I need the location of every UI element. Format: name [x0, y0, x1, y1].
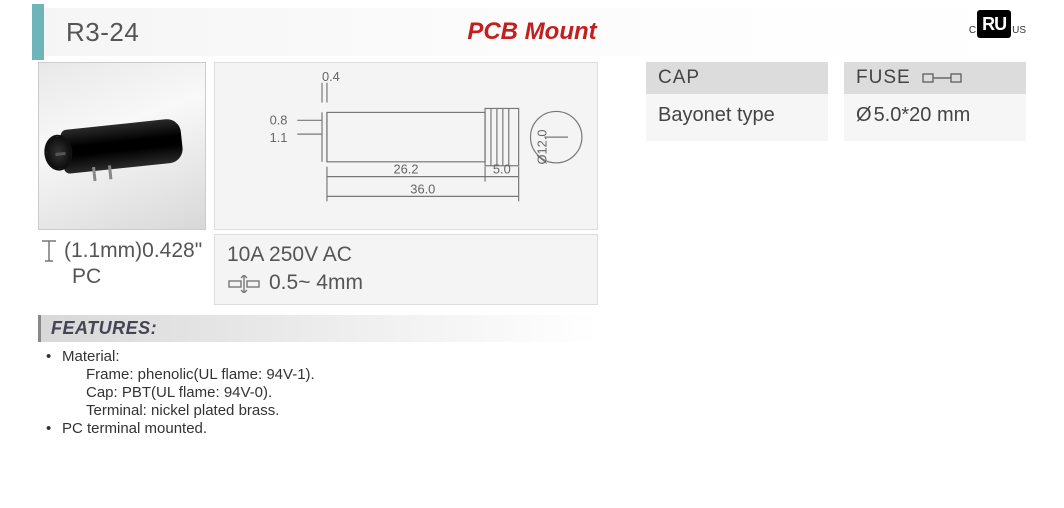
certification-logo: C RU US — [969, 10, 1026, 38]
dim-pin-spacing: 0.8 — [270, 112, 288, 127]
fuse-holder-icon — [60, 118, 184, 174]
dim-body-len: 26.2 — [394, 162, 419, 177]
thickness-text: 0.5~ 4mm — [269, 269, 363, 297]
pin-spec: (1.1mm)0.428" PC — [38, 234, 206, 305]
cert-us-label: US — [1012, 25, 1026, 36]
right-column: CAP Bayonet type FUSE Ø 5.0*20 mm — [606, 62, 1026, 438]
dim-top-offset: 0.4 — [322, 69, 340, 84]
feature-item: Material: — [54, 348, 592, 366]
feature-item: PC terminal mounted. — [54, 420, 592, 438]
feature-item: Terminal: nickel plated brass. — [54, 402, 592, 420]
left-column: 0.4 0.8 1.1 26.2 5.0 36.0 Ø12.0 — [38, 62, 598, 438]
cap-card: CAP Bayonet type — [646, 62, 828, 438]
page-title: PCB Mount — [467, 18, 596, 46]
features-list: Material: Frame: phenolic(UL flame: 94V-… — [38, 342, 598, 438]
dimension-drawing: 0.4 0.8 1.1 26.2 5.0 36.0 Ø12.0 — [214, 62, 598, 230]
dim-total-len: 36.0 — [410, 181, 435, 196]
product-photo — [38, 62, 206, 230]
pin-icon — [40, 238, 58, 264]
rating-text: 10A 250V AC — [227, 241, 585, 269]
dim-pin-below: 1.1 — [270, 130, 288, 145]
cap-value: Bayonet type — [646, 94, 828, 141]
spec-row: (1.1mm)0.428" PC 10A 250V AC 0.5~ 4mm — [38, 234, 598, 305]
rating-spec: 10A 250V AC 0.5~ 4mm — [214, 234, 598, 305]
feature-item: Cap: PBT(UL flame: 94V-0). — [54, 384, 592, 402]
fuse-value-text: 5.0*20 mm — [874, 104, 971, 127]
ru-mark-icon: RU — [977, 10, 1011, 38]
cert-c-label: C — [969, 25, 976, 36]
fuse-symbol-icon — [921, 71, 965, 85]
feature-item: Frame: phenolic(UL flame: 94V-1). — [54, 366, 592, 384]
image-row: 0.4 0.8 1.1 26.2 5.0 36.0 Ø12.0 — [38, 62, 598, 230]
cap-header: CAP — [646, 62, 828, 94]
fuse-header: FUSE — [844, 62, 1026, 94]
dim-cap-len: 5.0 — [493, 162, 511, 177]
pin-type-text: PC — [40, 264, 204, 290]
pin-size-text: (1.1mm)0.428" — [64, 238, 202, 264]
header-accent — [32, 4, 44, 60]
fuse-value: Ø 5.0*20 mm — [844, 94, 1026, 141]
dim-diameter: Ø12.0 — [534, 130, 549, 165]
fuse-card: FUSE Ø 5.0*20 mm — [844, 62, 1026, 438]
diameter-symbol: Ø — [856, 104, 872, 127]
content-area: 0.4 0.8 1.1 26.2 5.0 36.0 Ø12.0 — [38, 62, 1026, 438]
model-number: R3-24 — [38, 17, 139, 48]
panel-thickness-icon — [227, 275, 261, 293]
features-heading: FEATURES: — [38, 315, 598, 342]
header-bar: R3-24 PCB Mount C RU US — [38, 8, 1026, 56]
fuse-header-text: FUSE — [856, 67, 911, 89]
